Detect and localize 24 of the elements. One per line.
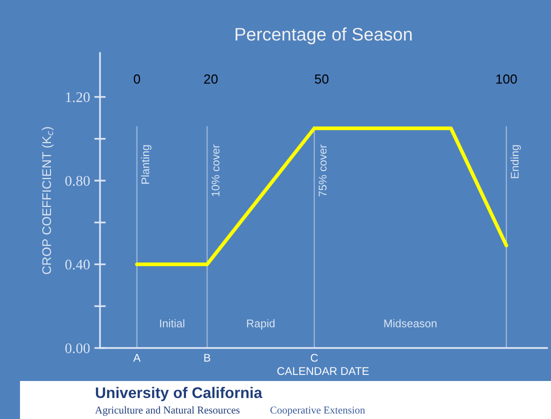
y-tick-label: 1.20 (66, 92, 90, 102)
annotation: Initial (160, 319, 184, 328)
annotation: C (310, 354, 318, 362)
ref-line-label: Planting (141, 145, 152, 184)
x-tick-label: 20 (204, 74, 218, 84)
annotation: Midseason (384, 319, 436, 328)
y-axis-title: CROP COEFFICIENT (K$_{c}$) (42, 127, 54, 274)
ref-line-label: 75% cover (318, 144, 327, 196)
y-tick-label: 0.80 (65, 176, 90, 186)
annotation: B (204, 354, 210, 362)
x-tick-label: 100 (496, 74, 517, 84)
annotation: A (133, 354, 141, 362)
ref-line-label: Ending (510, 145, 521, 178)
text: CALENDAR DATE (277, 367, 369, 375)
x-tick-label: 50 (314, 74, 328, 84)
y-tick-label: 0.40 (65, 260, 90, 270)
x-axis-title: Percentage of Season (236, 27, 412, 44)
x-tick-label: 0 (134, 74, 140, 84)
text: University of California (96, 386, 262, 402)
text: Cooperative Extension (270, 406, 366, 416)
ref-line-label: 10% cover (212, 144, 220, 196)
annotation: Rapid (247, 319, 274, 330)
text: Agriculture and Natural Resources (95, 406, 240, 416)
y-tick-label: 0.00 (65, 343, 90, 354)
